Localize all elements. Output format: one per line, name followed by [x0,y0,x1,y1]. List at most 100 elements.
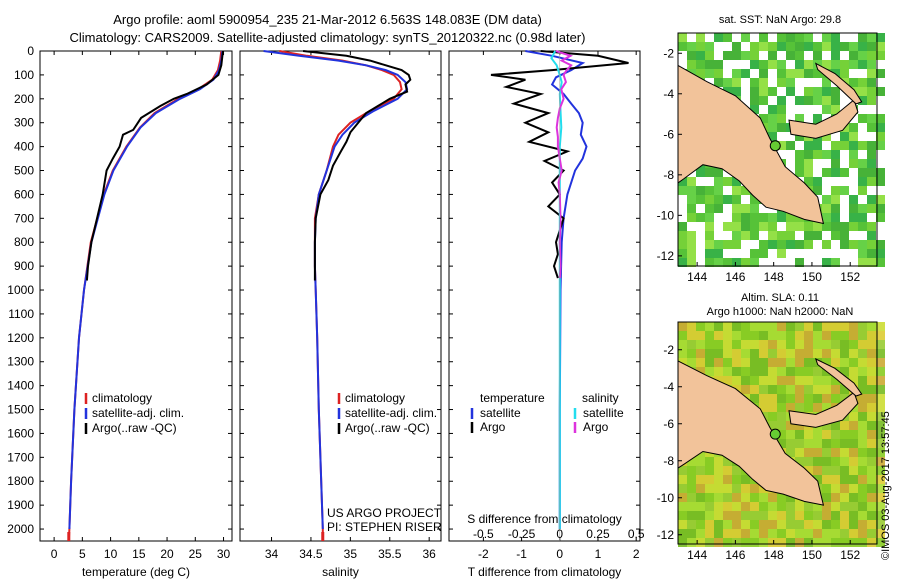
sst-map-cell [813,222,822,231]
sla-map-cell [786,493,795,502]
sst-map-cell [831,87,840,96]
sst-map-cell [804,231,813,240]
sla-map-cell [705,529,714,538]
sla-map-cell [822,457,831,466]
sla-map-cell [777,376,786,385]
sla-map-cell [813,439,822,448]
sla-map-cell [696,322,705,331]
sst-map-cell [813,150,822,159]
sst-map-y-tick-label: -10 [657,208,675,222]
sla-map-cell [759,349,768,358]
y-tick-label: 900 [14,259,34,273]
y-tick-label: 1200 [7,331,34,345]
salinity-profile-x-tick-label: 35 [344,547,358,561]
sla-map-cell [876,331,885,340]
sst-map-cell [687,249,696,258]
sst-map-cell [687,51,696,60]
sst-map-cell [849,150,858,159]
sla-map-cell [768,511,777,520]
sst-map-cell [813,141,822,150]
sla-map-cell [840,520,849,529]
sla-map-cell [831,493,840,502]
y-tick-label: 600 [14,187,34,201]
sla-map-cell [714,349,723,358]
sst-map-cell [732,87,741,96]
sst-map-cell [768,123,777,132]
sst-map-cell [678,240,687,249]
sla-map-cell [867,484,876,493]
sst-map-cell [858,51,867,60]
sla-map-cell [759,385,768,394]
sla-map-cell [732,538,741,547]
y-tick-label: 1700 [7,450,34,464]
sla-map-cell [750,529,759,538]
sla-map-cell [840,484,849,493]
sla-map-y-tick-label: -12 [657,528,675,542]
sla-map-cell [795,529,804,538]
sst-map-cell [723,78,732,87]
sst-map-cell [804,168,813,177]
sla-map-cell [786,439,795,448]
y-tick-label: 300 [14,116,34,130]
sst-map-cell [768,222,777,231]
sla-map-cell [723,466,732,475]
sla-map-cell [876,421,885,430]
sla-map-cell [759,493,768,502]
sla-map-cell [822,430,831,439]
sla-map-cell [831,520,840,529]
sla-map-cell [750,484,759,493]
sst-map-cell [858,78,867,87]
sla-map-x-tick-label: 144 [687,548,707,562]
sla-map-cell [822,385,831,394]
sla-map-cell [831,475,840,484]
sst-map-cell [876,114,885,123]
sla-map-cell [813,394,822,403]
sst-map-cell [849,240,858,249]
sst-map-cell [795,258,804,267]
sla-map-cell [804,457,813,466]
sla-map-cell [795,340,804,349]
sla-map-cell [696,529,705,538]
sst-map-cell [876,132,885,141]
sla-map-cell [876,385,885,394]
sla-map-cell [741,511,750,520]
sst-map-cell [696,168,705,177]
sla-map-cell [696,466,705,475]
sla-map-cell [696,331,705,340]
sst-map-cell [795,240,804,249]
temperature-legend-label: satellite-adj. clim. [92,406,184,420]
sst-map-frame [677,32,878,267]
sla-map-cell [795,430,804,439]
sla-map-cell [876,358,885,367]
diff-legend-label: Argo [583,420,609,434]
sst-map-cell [858,213,867,222]
sla-map-cell [705,367,714,376]
sst-map-cell [831,159,840,168]
sst-map-cell [777,213,786,222]
sla-map-cell [777,529,786,538]
sst-map-cell [804,177,813,186]
sst-map-title: sat. SST: NaN Argo: 29.8 [718,14,842,26]
sst-map-cell [795,33,804,42]
sla-map-cell [867,385,876,394]
sla-map-cell [867,475,876,484]
sla-map-cell [867,457,876,466]
sla-map-cell [858,403,867,412]
sst-map-cell [822,132,831,141]
sst-map-cell [849,159,858,168]
sst-map-cell [795,60,804,69]
sla-map-cell [795,520,804,529]
sst-map-cell [696,186,705,195]
sst-map-cell [822,150,831,159]
sst-map-cell [777,96,786,105]
sla-map-cell [876,394,885,403]
sst-map-cell [714,69,723,78]
sst-map-cell [759,87,768,96]
sst-map-cell [732,69,741,78]
sla-map-cell [705,538,714,547]
sla-map-cell [786,367,795,376]
sla-map-cell [867,430,876,439]
sst-map-cell [705,168,714,177]
sst-map-cell [741,51,750,60]
